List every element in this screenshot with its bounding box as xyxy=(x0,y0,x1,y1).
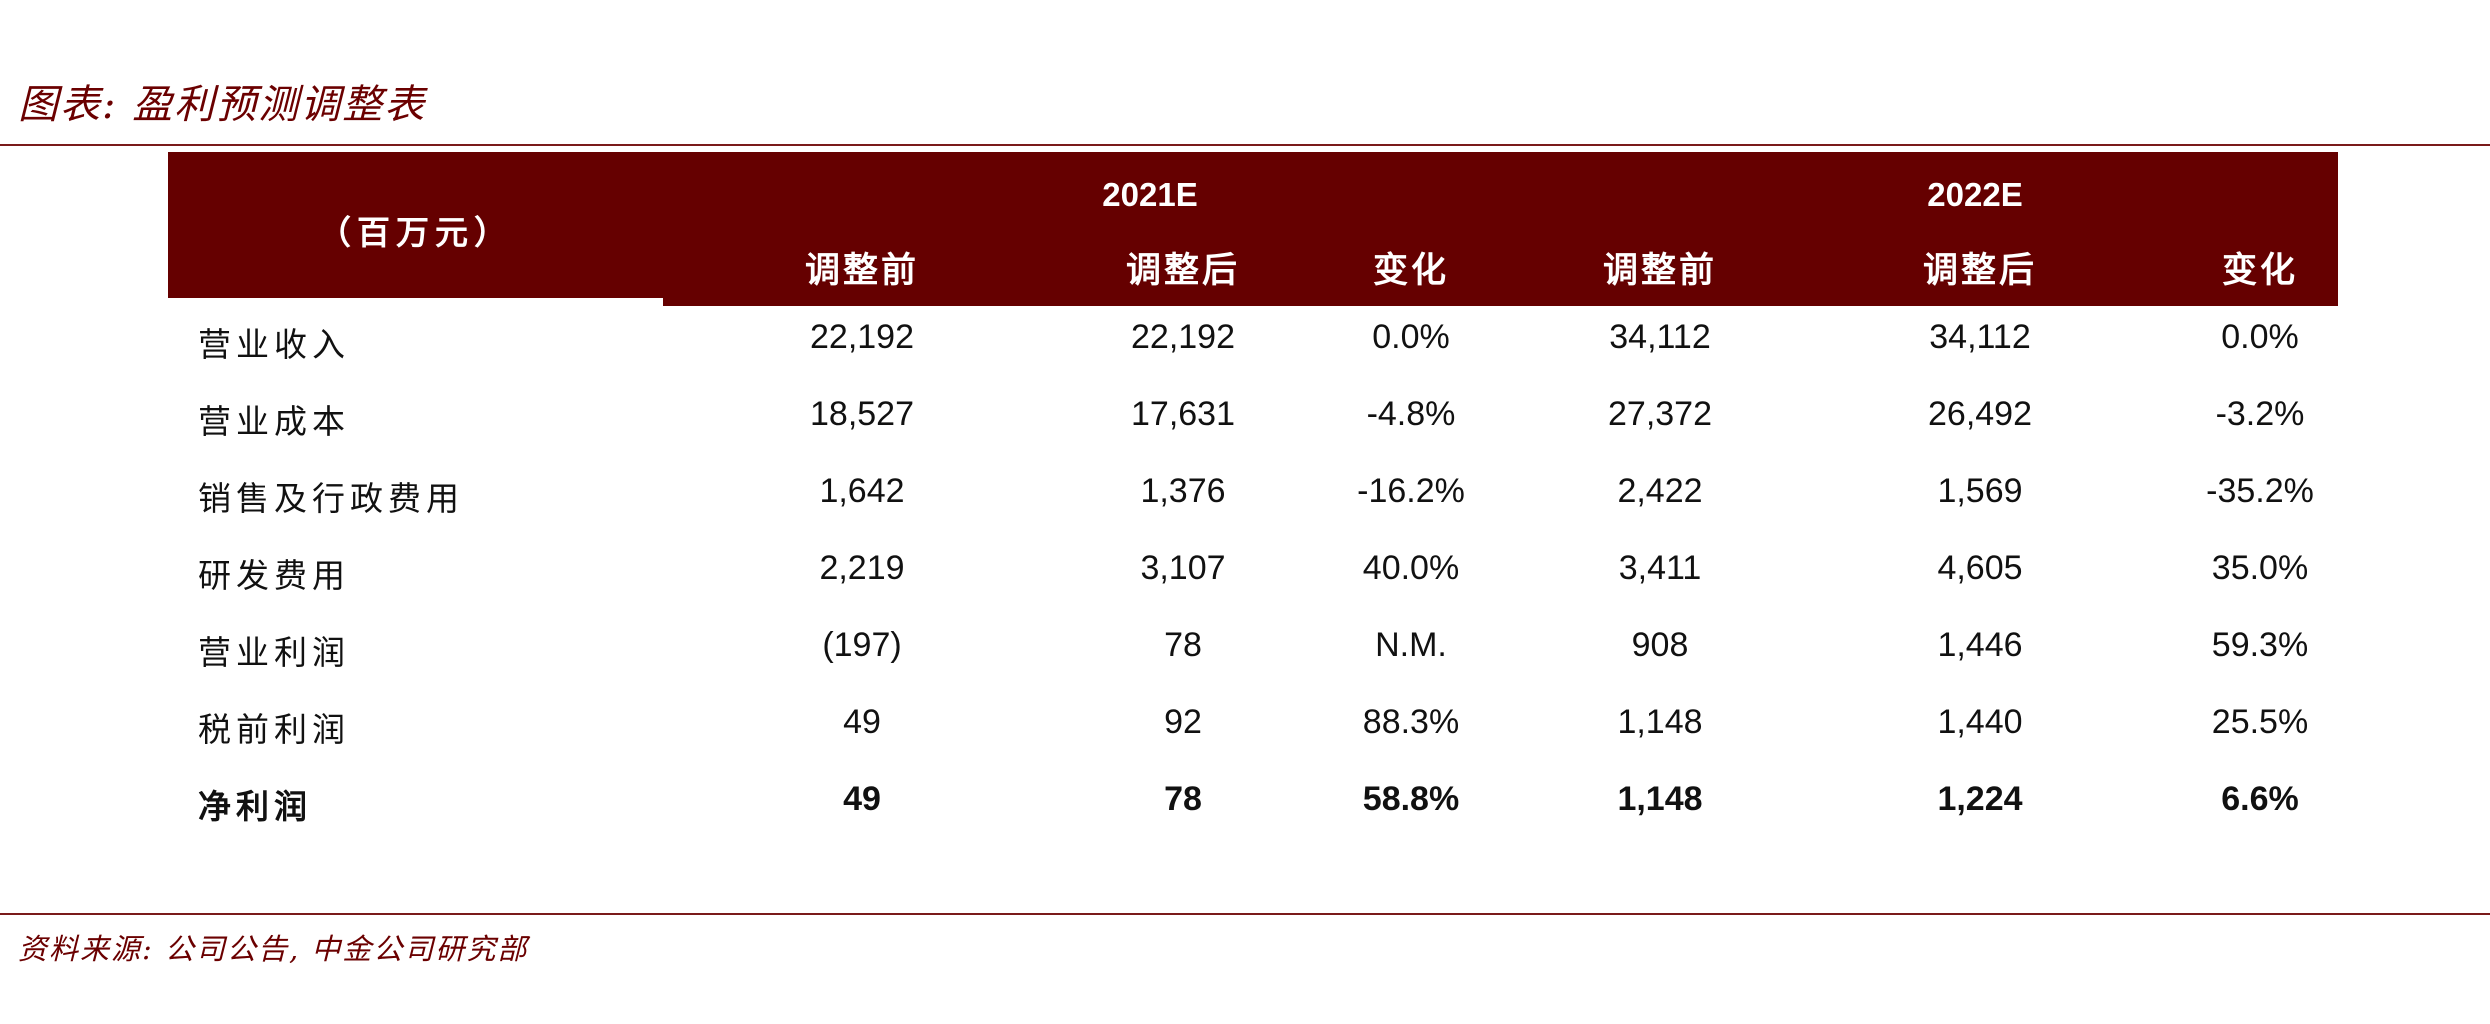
table-cell: 0.0% xyxy=(1372,318,1450,356)
table-cell: -16.2% xyxy=(1357,472,1465,510)
table-cell: -35.2% xyxy=(2206,472,2314,510)
table-cell: 1,224 xyxy=(1937,780,2023,818)
sub-header-2: 变化 xyxy=(1372,251,1449,290)
table-cell: 18,527 xyxy=(810,395,914,433)
sub-header-4: 调整后 xyxy=(1922,251,2037,290)
sub-header-0: 调整前 xyxy=(804,251,919,290)
top-divider xyxy=(0,144,2490,146)
sub-header-5: 变化 xyxy=(2221,251,2298,290)
row-label: 税前利润 xyxy=(198,710,350,749)
table-cell: -4.8% xyxy=(1366,395,1456,433)
table-cell: 58.8% xyxy=(1362,780,1460,818)
row-label: 净利润 xyxy=(198,787,312,826)
table-header-band xyxy=(168,152,2338,306)
table-cell: -3.2% xyxy=(2215,395,2305,433)
table-cell: 49 xyxy=(843,780,881,818)
table-cell: 34,112 xyxy=(1609,318,1711,356)
source-note: 资料来源: 公司公告, 中金公司研究部 xyxy=(18,932,529,966)
table-cell: 2,219 xyxy=(819,549,905,587)
table-cell: 1,148 xyxy=(1617,703,1703,741)
table-cell: 4,605 xyxy=(1937,549,2023,587)
row-label: 营业利润 xyxy=(198,633,350,672)
row-label: 销售及行政费用 xyxy=(198,479,464,518)
table-cell: 1,642 xyxy=(819,472,905,510)
table-cell: 1,148 xyxy=(1617,780,1703,818)
table-cell: 88.3% xyxy=(1362,703,1460,741)
table-cell: 2,422 xyxy=(1617,472,1703,510)
table-cell: 1,440 xyxy=(1937,703,2023,741)
table-cell: 35.0% xyxy=(2211,549,2309,587)
header-notch xyxy=(168,298,663,308)
table-cell: 92 xyxy=(1164,703,1202,741)
table-cell: 1,376 xyxy=(1140,472,1226,510)
sub-header-1: 调整后 xyxy=(1125,251,1240,290)
unit-label: （百万元） xyxy=(318,214,513,251)
table-cell: 22,192 xyxy=(1131,318,1235,356)
row-label: 营业成本 xyxy=(198,402,350,441)
table-cell: 27,372 xyxy=(1608,395,1712,433)
table-cell: 1,569 xyxy=(1937,472,2023,510)
table-cell: 17,631 xyxy=(1131,395,1235,433)
table-cell: 26,492 xyxy=(1928,395,2032,433)
table-cell: 78 xyxy=(1164,780,1202,818)
figure-title: 图表: 盈利预测调整表 xyxy=(18,82,427,128)
table-cell: N.M. xyxy=(1375,626,1447,664)
bottom-divider xyxy=(0,913,2490,915)
table-cell: 25.5% xyxy=(2211,703,2309,741)
table-cell: 6.6% xyxy=(2221,780,2299,818)
table-cell: 40.0% xyxy=(1362,549,1460,587)
sub-header-3: 调整前 xyxy=(1602,251,1717,290)
table-cell: 0.0% xyxy=(2221,318,2299,356)
table-cell: 3,107 xyxy=(1140,549,1226,587)
table-cell: 34,112 xyxy=(1929,318,2031,356)
table-cell: 3,411 xyxy=(1618,549,1702,587)
table-cell: 49 xyxy=(843,703,881,741)
row-label: 研发费用 xyxy=(198,556,350,595)
table-cell: 22,192 xyxy=(810,318,914,356)
year-header-2022: 2022E xyxy=(1927,176,2023,213)
table-cell: 908 xyxy=(1631,626,1689,664)
table-cell: 59.3% xyxy=(2211,626,2309,664)
year-header-2021: 2021E xyxy=(1102,176,1198,213)
table-cell: (197) xyxy=(822,626,902,664)
table-cell: 1,446 xyxy=(1937,626,2023,664)
row-label: 营业收入 xyxy=(198,325,350,364)
table-cell: 78 xyxy=(1164,626,1202,664)
